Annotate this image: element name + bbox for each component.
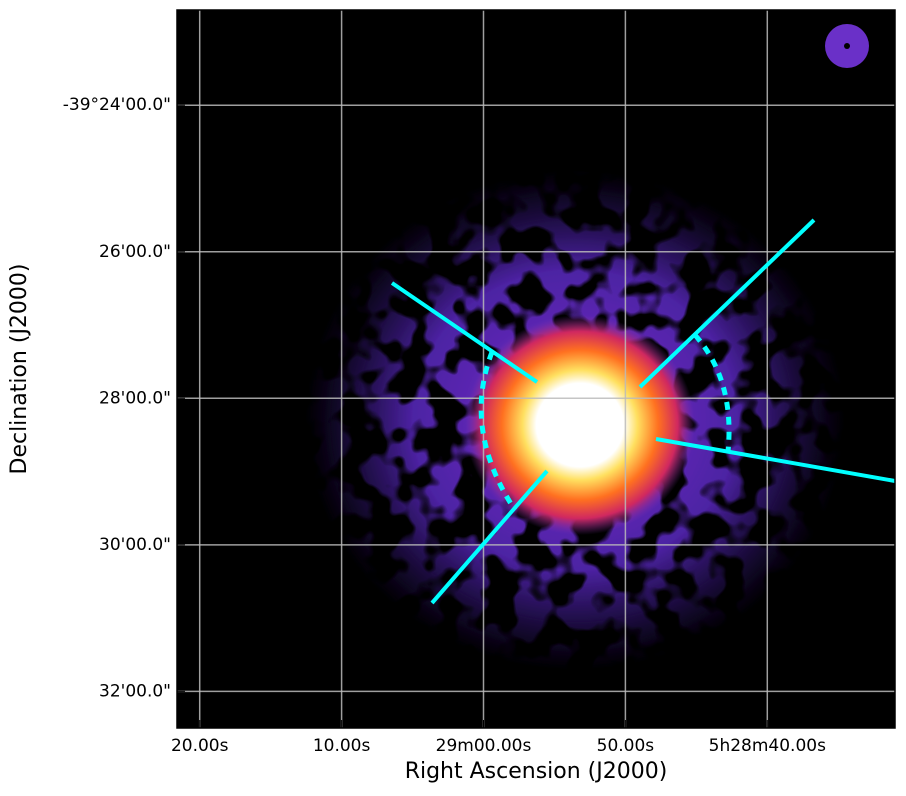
y-tick-label: 30'00.0" — [99, 535, 171, 555]
x-tick-label: 20.00s — [171, 736, 229, 756]
image — [177, 10, 895, 728]
point-source-center — [844, 43, 850, 49]
bright-core — [465, 315, 695, 535]
region-arc — [478, 351, 518, 512]
y-tick-label: 28'00.0" — [99, 388, 171, 408]
y-tick-label: 32'00.0" — [99, 681, 171, 701]
grid — [177, 10, 895, 728]
plot-frame — [176, 9, 896, 729]
x-tick-label: 29m00.00s — [436, 736, 532, 756]
region-overlay — [390, 218, 896, 605]
x-tick-label: 5h28m40.00s — [709, 736, 826, 756]
region-line — [430, 469, 549, 605]
region-line — [390, 281, 539, 384]
y-tick-label: -39°24'00.0" — [63, 95, 171, 115]
y-tick-label: 26'00.0" — [99, 242, 171, 262]
region-line — [655, 437, 896, 483]
x-axis-label: Right Ascension (J2000) — [405, 759, 668, 784]
region-arc — [693, 333, 732, 453]
x-tick-label: 50.00s — [597, 736, 655, 756]
x-tick-label: 10.00s — [313, 736, 371, 756]
region-line — [638, 218, 816, 389]
y-axis-label: Declination (J2000) — [7, 264, 32, 475]
